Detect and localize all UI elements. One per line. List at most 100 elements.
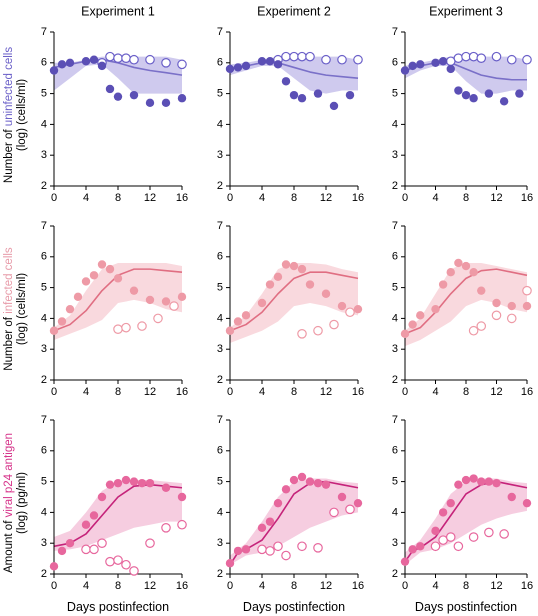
model-curve — [229, 271, 359, 332]
open-data-point — [281, 550, 291, 561]
filled-data-point — [49, 326, 59, 335]
x-tick-label: 0 — [402, 192, 408, 204]
column-title: Experiment 1 — [81, 4, 155, 18]
x-tick-label: 16 — [352, 386, 364, 398]
filled-data-point — [89, 511, 99, 520]
filled-data-point — [329, 101, 339, 111]
filled-data-point — [257, 523, 267, 532]
open-data-point — [305, 51, 315, 62]
open-data-point — [177, 519, 187, 530]
x-tick-label: 12 — [320, 386, 332, 398]
open-data-point — [445, 532, 456, 542]
row-label-highlight: infected cells — [3, 247, 15, 314]
y-tick-label: 6 — [41, 57, 47, 69]
filled-data-point — [454, 258, 463, 268]
filled-data-point — [416, 311, 425, 320]
y-tick-label: 6 — [41, 445, 47, 457]
row-label-highlight: viral p24 antigen — [3, 433, 15, 517]
y-tick-label: 4 — [41, 506, 47, 518]
y-tick-label: 6 — [392, 251, 398, 263]
filled-data-point — [515, 89, 524, 98]
panel-infected-1: 2 3 4 5 6 7 0 4 8 12 16 — [41, 220, 188, 398]
filled-data-point — [469, 94, 478, 103]
filled-data-point — [57, 317, 67, 326]
open-data-point — [484, 527, 494, 538]
filled-data-point — [416, 60, 425, 69]
open-data-point — [313, 325, 323, 336]
column-title: Experiment 3 — [429, 4, 503, 18]
svg-text:Number of infected cells: Number of infected cells — [3, 247, 15, 371]
filled-data-point — [408, 61, 417, 71]
filled-data-point — [49, 66, 59, 75]
filled-data-point — [177, 492, 187, 502]
y-tick-label: 4 — [217, 118, 223, 130]
x-tick-label: 8 — [115, 580, 121, 592]
y-tick-label: 5 — [217, 476, 223, 488]
column-title: Experiment 2 — [257, 4, 331, 18]
filled-data-point — [492, 298, 501, 308]
open-data-point — [129, 566, 139, 576]
x-tick-label: 8 — [291, 386, 297, 398]
filled-data-point — [225, 64, 235, 74]
filled-data-point — [321, 480, 331, 489]
filled-data-point — [337, 301, 347, 311]
x-tick-label: 8 — [291, 580, 297, 592]
y-tick-label: 2 — [217, 180, 223, 192]
filled-data-point — [353, 498, 363, 508]
filled-data-point — [446, 64, 455, 74]
filled-data-point — [145, 98, 155, 108]
open-data-point — [113, 53, 123, 63]
x-tick-label: 16 — [176, 580, 188, 592]
filled-data-point — [461, 261, 471, 271]
y-tick-label: 5 — [392, 282, 398, 294]
x-tick-label: 0 — [402, 386, 408, 398]
x-tick-label: 0 — [227, 580, 233, 592]
filled-data-point — [297, 264, 307, 274]
model-curve — [229, 61, 359, 79]
row-label-uninfected: Number of uninfected cells (log) (cells/m… — [3, 47, 28, 183]
y-tick-label: 7 — [392, 26, 398, 38]
y-tick-label: 6 — [392, 57, 398, 69]
filled-data-point — [321, 289, 331, 298]
filled-data-point — [484, 477, 494, 486]
x-tick-label: 4 — [432, 580, 438, 592]
y-tick-label: 7 — [217, 220, 223, 232]
row-label-units: (log) (cells/ml) — [16, 79, 28, 151]
filled-data-point — [507, 301, 516, 311]
y-tick-label: 5 — [392, 476, 398, 488]
filled-data-point — [297, 472, 307, 482]
open-data-point — [329, 507, 339, 518]
open-data-point — [506, 313, 517, 324]
filled-data-point — [446, 268, 455, 277]
open-data-point — [113, 555, 123, 565]
filled-data-point — [49, 562, 59, 571]
open-data-point — [169, 301, 179, 311]
filled-data-point — [177, 94, 187, 103]
row-label-highlight: uninfected cells — [3, 47, 15, 127]
x-tick-label: 12 — [144, 192, 156, 204]
row-label-units: (log) (pg/ml) — [16, 472, 28, 534]
filled-data-point — [416, 542, 425, 551]
y-tick-label: 2 — [217, 568, 223, 580]
open-data-point — [345, 504, 355, 515]
filled-data-point — [121, 475, 131, 485]
open-data-point — [313, 543, 323, 553]
filled-data-point — [129, 286, 139, 295]
open-data-point — [353, 54, 363, 65]
open-data-point — [177, 59, 187, 70]
filled-data-point — [105, 84, 115, 94]
filled-data-point — [225, 559, 235, 568]
open-data-point — [161, 522, 171, 533]
x-tick-label: 0 — [227, 192, 233, 204]
panel-infected-2: 2 3 4 5 6 7 0 4 8 12 16 — [217, 220, 364, 398]
confidence-band — [405, 478, 527, 565]
filled-data-point — [273, 498, 283, 508]
filled-data-point — [129, 477, 139, 486]
x-tick-label: 4 — [432, 386, 438, 398]
y-tick-label: 3 — [217, 149, 223, 161]
filled-data-point — [408, 320, 417, 329]
filled-data-point — [337, 492, 347, 502]
open-data-point — [121, 322, 131, 333]
x-tick-label: 0 — [51, 192, 57, 204]
